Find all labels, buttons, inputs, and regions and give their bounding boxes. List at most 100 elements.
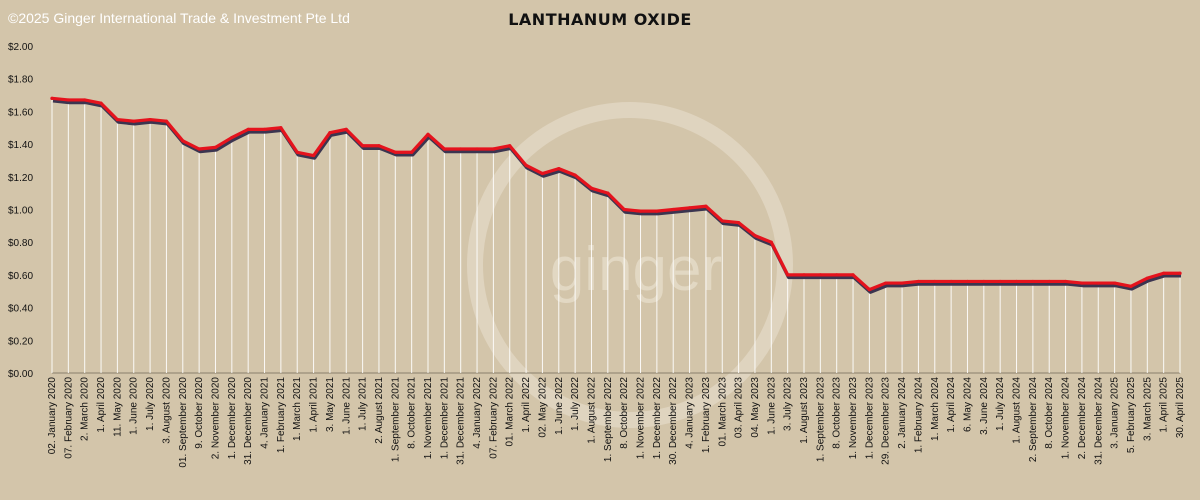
x-tick-label: 1. June 2021 [341, 377, 352, 435]
data-point [998, 279, 1002, 284]
data-point [197, 147, 201, 151]
data-point [916, 279, 921, 284]
data-point [606, 191, 610, 195]
data-point [459, 147, 463, 151]
data-point [279, 126, 283, 130]
x-tick-label: 1. August 2023 [799, 377, 810, 444]
data-point [1145, 276, 1149, 280]
x-tick-label: 8. October 2024 [1044, 377, 1055, 449]
x-tick-label: 1. July 2020 [145, 377, 156, 431]
y-axis: $0.00 $0.20 $0.40 $0.60 $0.80 $1.00 $1.20 $1.40… [8, 42, 1180, 380]
data-point [1129, 284, 1133, 288]
x-tick-label: 1. December 2022 [652, 377, 663, 460]
x-tick-label: 07. February 2020 [63, 377, 74, 459]
x-tick-label: 1. February 2024 [913, 377, 924, 454]
x-tick-label: 1. April 2021 [309, 377, 320, 433]
data-point [965, 279, 970, 284]
x-tick-label: 1. September 2022 [603, 377, 614, 462]
x-tick-label: 1. September 2021 [390, 377, 401, 462]
data-point [1162, 271, 1166, 275]
x-tick-label: 31. December 2021 [456, 377, 467, 465]
y-tick-label: $1.80 [8, 75, 33, 86]
x-tick-label: 1. March 2024 [930, 377, 941, 441]
series-line [50, 96, 1182, 292]
x-tick-label: 4. January 2023 [685, 377, 696, 449]
x-tick-label: 1. September 2023 [815, 377, 826, 462]
x-tick-label: 2. September 2024 [1028, 377, 1039, 462]
x-tick-label: 4. January 2022 [472, 377, 483, 449]
x-tick-label: 30. April 2025 [1175, 377, 1186, 439]
data-point [851, 273, 855, 277]
x-tick-label: 8. October 2022 [619, 377, 630, 449]
x-tick-label: 1. December 2023 [864, 377, 875, 460]
x-tick-label: 29. December 2023 [881, 377, 892, 465]
x-tick-label: 8. October 2021 [407, 377, 418, 449]
data-point [1047, 279, 1051, 284]
x-tick-label: 04. May 2023 [750, 377, 761, 438]
data-point [835, 273, 839, 277]
data-point [589, 186, 594, 190]
x-tick-label: 1. June 2020 [129, 377, 140, 435]
x-tick-label: 02. May 2022 [537, 377, 548, 438]
x-tick-label: 1. December 2021 [439, 377, 450, 460]
data-point [99, 101, 103, 105]
watermark-text: ginger [550, 235, 722, 304]
data-point [410, 150, 414, 154]
x-tick-label: 1. November 2024 [1061, 377, 1072, 460]
watermark: ginger [467, 102, 793, 428]
data-point [328, 131, 332, 135]
data-point [442, 147, 446, 151]
data-point [213, 145, 218, 149]
data-point [1014, 279, 1019, 284]
data-point [900, 281, 904, 285]
data-point [818, 273, 822, 277]
x-axis: 02. January 2020 07. February 2020 2. Marc… [47, 377, 1186, 468]
x-tick-label: 30. December 2022 [668, 377, 679, 465]
data-point [540, 171, 545, 176]
data-point [769, 240, 773, 244]
data-point [884, 281, 888, 285]
copyright-text: ©2025 Ginger International Trade & Inves… [8, 10, 350, 26]
data-point [148, 117, 152, 122]
x-tick-label: 2. March 2020 [80, 377, 91, 441]
data-point [83, 98, 87, 102]
y-tick-label: $0.40 [8, 304, 33, 315]
x-tick-label: 2. August 2021 [374, 377, 385, 444]
y-tick-label: $2.00 [8, 42, 33, 53]
x-tick-label: 1. April 2025 [1159, 377, 1170, 433]
data-point [982, 279, 986, 284]
data-point [246, 127, 250, 131]
x-tick-label: 1. August 2022 [586, 377, 597, 444]
data-point [132, 119, 136, 123]
data-point [393, 150, 397, 154]
x-tick-label: 1. June 2022 [554, 377, 565, 435]
chart-title: LANTHANUM OXIDE [508, 10, 692, 29]
data-point [573, 173, 577, 177]
x-tick-label: 1. November 2023 [848, 377, 859, 460]
data-point [949, 279, 953, 284]
y-tick-label: $0.00 [8, 369, 33, 380]
x-tick-label: 11. May 2020 [112, 377, 123, 437]
x-tick-label: 02. January 2020 [47, 377, 58, 455]
data-point [262, 127, 267, 131]
x-tick-label: 3. August 2020 [161, 377, 172, 444]
data-point [704, 204, 708, 208]
x-tick-label: 01. March 2023 [717, 377, 728, 447]
x-tick-label: 1. July 2021 [358, 377, 369, 431]
data-point [687, 206, 692, 210]
data-point [50, 96, 54, 100]
data-point [1178, 271, 1182, 275]
drop-lines [51, 98, 1181, 373]
x-tick-label: 1. June 2023 [766, 377, 777, 435]
x-tick-label: 1. February 2021 [276, 377, 287, 454]
x-tick-label: 03. April 2023 [734, 377, 745, 439]
data-point [671, 207, 675, 212]
x-tick-label: 31. December 2024 [1093, 377, 1104, 465]
data-point [491, 147, 495, 151]
data-point [737, 220, 741, 225]
x-tick-label: 1. November 2021 [423, 377, 434, 460]
data-point [786, 273, 790, 277]
x-tick-label: 1. April 2022 [521, 377, 532, 433]
x-tick-label: 07. February 2022 [488, 377, 499, 459]
data-point [720, 219, 724, 223]
